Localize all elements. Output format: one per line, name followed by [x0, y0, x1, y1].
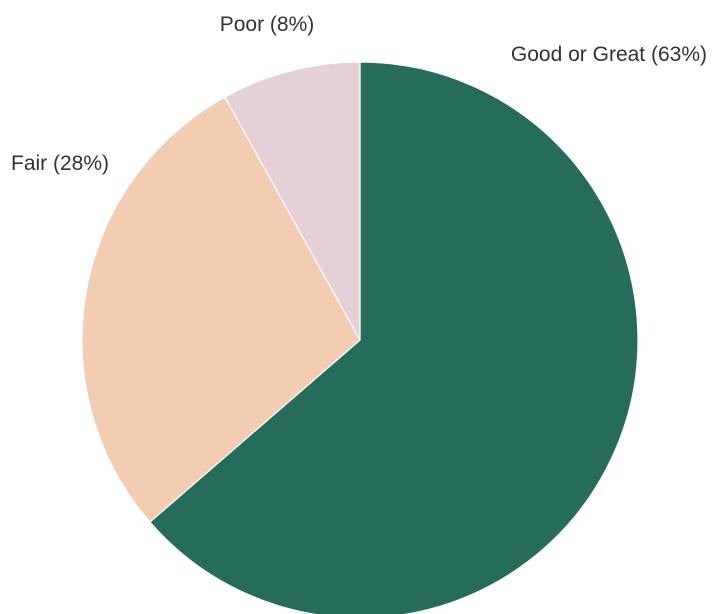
slice-labels: Good or Great (63%) Fair (28%) Poor (8%)	[11, 13, 707, 175]
pie-slice-2	[81, 96, 361, 523]
slice-label-1: Good or Great (63%)	[511, 43, 707, 66]
slice-label-3: Poor (8%)	[220, 13, 315, 36]
pie-slices	[81, 61, 639, 614]
pie-slice-1	[149, 61, 639, 614]
pie-slice-3	[224, 61, 361, 341]
slice-label-2: Fair (28%)	[11, 152, 109, 175]
